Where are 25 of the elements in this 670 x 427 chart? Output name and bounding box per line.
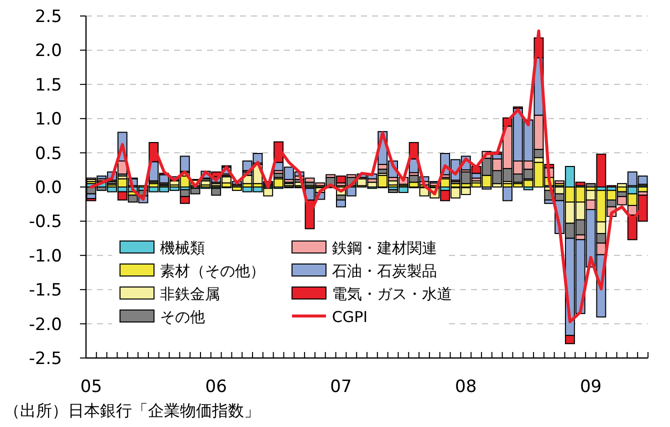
- y-tick-label: 2.0: [34, 41, 62, 62]
- x-tick-label: 08: [455, 377, 477, 397]
- legend-label: 非鉄金属: [160, 285, 220, 303]
- y-tick-label: -0.5: [28, 212, 62, 232]
- legend-label: 石油・石炭製品: [332, 262, 437, 280]
- y-tick-label: 1.5: [34, 75, 62, 96]
- legend-label: その他: [160, 308, 205, 326]
- legend-label: 電気・ガス・水道: [332, 285, 452, 303]
- legend-label: 鉄鋼・建材関連: [332, 239, 437, 257]
- y-tick-label: 0.0: [34, 178, 62, 198]
- x-tick-label: 06: [205, 377, 227, 397]
- y-tick-label: 0.5: [34, 144, 62, 164]
- text: （出所）日本銀行「企業物価指数」: [4, 401, 260, 420]
- legend-label: 素材（その他）: [160, 262, 265, 280]
- legend-label: 機械類: [160, 239, 205, 257]
- y-tick-label: -2.5: [28, 349, 62, 369]
- legend-label: CGPI: [332, 308, 368, 326]
- y-tick-label: 1.0: [34, 110, 62, 130]
- x-tick-label: 09: [580, 377, 602, 397]
- y-tick-label: -1.0: [28, 246, 62, 266]
- y-tick-label: -1.5: [28, 280, 62, 301]
- y-tick-label: -2.0: [28, 314, 62, 335]
- y-tick-label: 2.5: [34, 7, 62, 27]
- x-tick-label: 07: [330, 377, 352, 397]
- x-tick-label: 05: [80, 377, 102, 397]
